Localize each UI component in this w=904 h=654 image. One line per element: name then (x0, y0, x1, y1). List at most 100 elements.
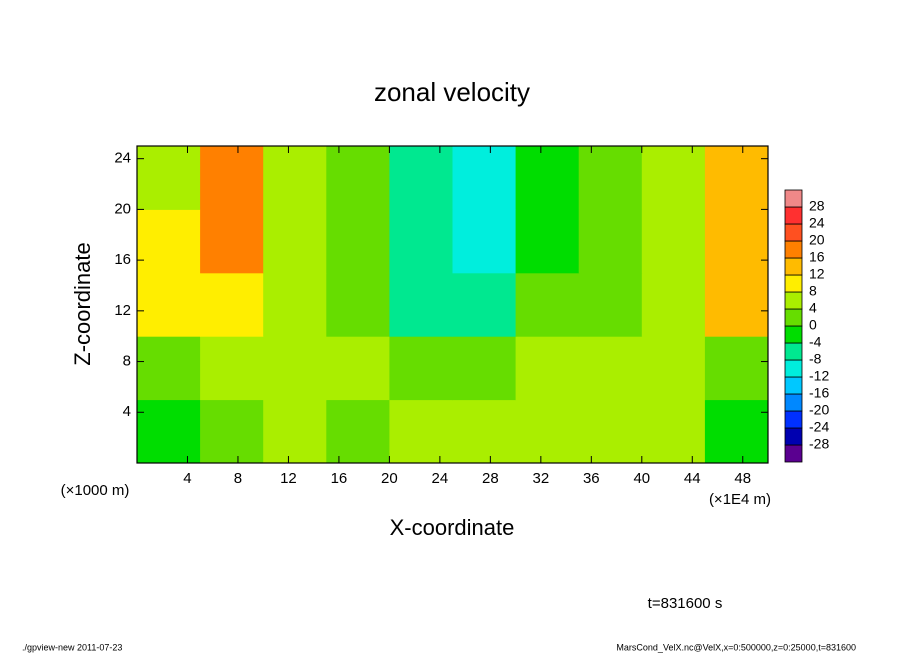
heat-cell (326, 146, 390, 210)
x-tick-label: 16 (331, 470, 348, 487)
y-tick-label: 8 (123, 353, 131, 370)
x-tick-label: 40 (633, 470, 650, 487)
heat-cell (137, 272, 201, 337)
colorbar-label: -28 (809, 436, 829, 452)
heat-cell (389, 272, 453, 337)
chart-title: zonal velocity (374, 77, 530, 107)
heat-cell (515, 272, 580, 337)
heat-cell (704, 272, 769, 337)
heat-cell (389, 336, 453, 401)
colorbar-label: -12 (809, 368, 829, 384)
y-tick-label: 20 (114, 200, 131, 217)
heat-cell (578, 209, 643, 274)
colorbar-box (784, 444, 803, 463)
heat-cell (389, 146, 453, 210)
heat-cell (263, 209, 327, 274)
footer-left: ./gpview-new 2011-07-23 (22, 642, 122, 652)
y-tick-label: 12 (114, 302, 131, 319)
y-tick-label: 16 (114, 251, 131, 268)
y-tick-label: 4 (123, 403, 131, 420)
footer-right: MarsCond_VelX.nc@VelX,x=0:500000,z=0:250… (616, 642, 856, 652)
y-axis-label: Z-coordinate (70, 242, 95, 366)
x-tick-label: 28 (482, 470, 499, 487)
heat-cell (326, 272, 390, 337)
heat-cell (137, 336, 201, 401)
heat-cell (263, 146, 327, 210)
heat-cell (263, 399, 327, 464)
colorbar-label: 24 (809, 215, 825, 231)
heat-cell (641, 209, 706, 274)
heat-cell (515, 146, 580, 210)
colorbar-box (784, 274, 803, 293)
heat-cell (137, 209, 201, 274)
y-unit: (×1000 m) (61, 482, 130, 499)
colorbar-box (784, 206, 803, 225)
colorbar-box (784, 257, 803, 276)
y-tick-label: 24 (114, 150, 131, 167)
heat-cell (452, 146, 517, 210)
heat-cell (326, 336, 390, 401)
heat-cell (641, 336, 706, 401)
heat-cell (578, 399, 643, 464)
colorbar-label: -16 (809, 385, 829, 401)
colorbar-label: -20 (809, 402, 829, 418)
x-tick-label: 48 (734, 470, 751, 487)
heat-cell (452, 272, 517, 337)
heat-cell (200, 399, 264, 464)
heat-cell (515, 336, 580, 401)
heat-cell (389, 209, 453, 274)
colorbar-label: 20 (809, 232, 825, 248)
colorbar-box (784, 393, 803, 412)
colorbar-box (784, 359, 803, 378)
heat-cell (704, 146, 769, 210)
heat-cell (578, 272, 643, 337)
heat-cell (452, 336, 517, 401)
heat-cell (200, 146, 264, 210)
x-tick-label: 32 (532, 470, 549, 487)
heat-cell (389, 399, 453, 464)
colorbar-label: -8 (809, 351, 822, 367)
colorbar-label: 12 (809, 266, 825, 282)
heat-cell (137, 399, 201, 464)
colorbar-label: -4 (809, 334, 822, 350)
heat-cell (326, 209, 390, 274)
colorbar-box (784, 427, 803, 446)
colorbar-box (784, 308, 803, 327)
heat-cell (452, 399, 517, 464)
x-unit: (×1E4 m) (709, 491, 771, 508)
heat-cell (704, 399, 769, 464)
heat-cell (578, 336, 643, 401)
colorbar-label: 4 (809, 300, 817, 316)
colorbar-label: 16 (809, 249, 825, 265)
heat-cell (137, 146, 201, 210)
x-tick-label: 8 (234, 470, 242, 487)
heat-cell (263, 272, 327, 337)
heat-cell (704, 336, 769, 401)
heat-cell (200, 209, 264, 274)
colorbar-box (784, 291, 803, 310)
x-tick-label: 12 (280, 470, 297, 487)
x-tick-label: 36 (583, 470, 600, 487)
colorbar-box (784, 223, 803, 242)
colorbar-box (784, 376, 803, 395)
heat-cell (704, 209, 769, 274)
colorbar-box (784, 410, 803, 429)
x-tick-label: 44 (684, 470, 701, 487)
heat-cell (263, 336, 327, 401)
colorbar-label: -24 (809, 419, 829, 435)
colorbar-label: 28 (809, 198, 825, 214)
colorbar-label: 8 (809, 283, 817, 299)
heat-cell (200, 272, 264, 337)
heat-cell (452, 209, 517, 274)
colorbar-label: 0 (809, 317, 817, 333)
annotation: t=831600 s (648, 595, 723, 612)
heat-cell (578, 146, 643, 210)
colorbar-box (784, 189, 803, 208)
heat-cell (641, 146, 706, 210)
x-tick-label: 4 (183, 470, 191, 487)
colorbar-box (784, 240, 803, 259)
heat-cell (641, 399, 706, 464)
heat-cell (200, 336, 264, 401)
colorbar-box (784, 342, 803, 361)
